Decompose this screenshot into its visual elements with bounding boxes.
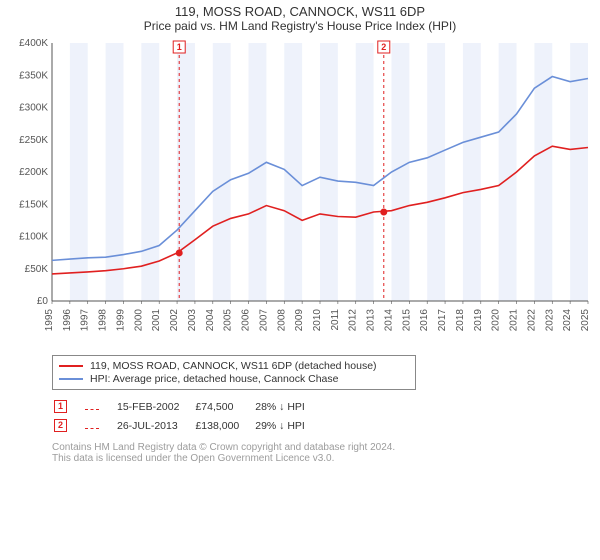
svg-text:2020: 2020 <box>491 309 502 332</box>
svg-text:2022: 2022 <box>526 309 537 332</box>
svg-text:£150K: £150K <box>19 199 48 210</box>
marker-dash-icon <box>85 409 99 410</box>
svg-text:2010: 2010 <box>312 309 323 332</box>
figure: 119, MOSS ROAD, CANNOCK, WS11 6DP Price … <box>0 0 600 560</box>
svg-text:£100K: £100K <box>19 232 48 243</box>
sale-delta: 29% ↓ HPI <box>255 417 319 434</box>
svg-text:2021: 2021 <box>509 309 520 332</box>
svg-text:£50K: £50K <box>25 264 49 275</box>
svg-text:2012: 2012 <box>348 309 359 332</box>
svg-text:2023: 2023 <box>544 309 555 332</box>
svg-text:2016: 2016 <box>419 309 430 332</box>
svg-text:1997: 1997 <box>80 309 91 332</box>
table-row: 1 15-FEB-2002 £74,500 28% ↓ HPI <box>54 398 319 415</box>
table-row: 2 26-JUL-2013 £138,000 29% ↓ HPI <box>54 417 319 434</box>
sale-date: 26-JUL-2013 <box>117 417 193 434</box>
svg-text:2011: 2011 <box>330 309 341 331</box>
legend-swatch <box>59 365 83 367</box>
svg-text:2008: 2008 <box>276 309 287 332</box>
svg-text:1996: 1996 <box>62 309 73 332</box>
chart-subtitle: Price paid vs. HM Land Registry's House … <box>4 19 596 33</box>
legend-label: HPI: Average price, detached house, Cann… <box>90 373 338 385</box>
svg-text:1998: 1998 <box>98 309 109 332</box>
svg-text:2019: 2019 <box>473 309 484 332</box>
svg-text:2007: 2007 <box>258 309 269 332</box>
legend-entry-property: 119, MOSS ROAD, CANNOCK, WS11 6DP (detac… <box>59 360 409 372</box>
svg-text:1: 1 <box>177 42 182 52</box>
marker-dash-icon <box>85 428 99 429</box>
sale-price: £138,000 <box>195 417 253 434</box>
svg-text:£0: £0 <box>37 296 49 307</box>
svg-text:2013: 2013 <box>366 309 377 332</box>
legend-entry-hpi: HPI: Average price, detached house, Cann… <box>59 373 409 385</box>
svg-text:2006: 2006 <box>241 309 252 332</box>
svg-text:2000: 2000 <box>133 309 144 332</box>
legend-label: 119, MOSS ROAD, CANNOCK, WS11 6DP (detac… <box>90 360 377 372</box>
svg-text:2: 2 <box>381 42 386 52</box>
footer: Contains HM Land Registry data © Crown c… <box>52 442 586 464</box>
svg-text:£300K: £300K <box>19 103 48 114</box>
svg-text:2024: 2024 <box>562 309 573 332</box>
legend: 119, MOSS ROAD, CANNOCK, WS11 6DP (detac… <box>52 355 416 390</box>
svg-text:2018: 2018 <box>455 309 466 332</box>
svg-text:2025: 2025 <box>580 309 591 332</box>
svg-text:2002: 2002 <box>169 309 180 332</box>
sale-date: 15-FEB-2002 <box>117 398 193 415</box>
svg-text:1995: 1995 <box>44 309 55 332</box>
svg-text:2003: 2003 <box>187 309 198 332</box>
footer-line: Contains HM Land Registry data © Crown c… <box>52 442 586 453</box>
sale-marker-icon: 1 <box>54 400 67 413</box>
chart-title: 119, MOSS ROAD, CANNOCK, WS11 6DP <box>4 4 596 19</box>
sale-marker-icon: 2 <box>54 419 67 432</box>
sale-price: £74,500 <box>195 398 253 415</box>
svg-text:2009: 2009 <box>294 309 305 332</box>
svg-text:2015: 2015 <box>401 309 412 332</box>
legend-swatch <box>59 378 83 380</box>
svg-text:2017: 2017 <box>437 309 448 332</box>
svg-text:2004: 2004 <box>205 309 216 332</box>
line-chart: £0 £50K £100K £150K £200K £250K £300K £350K £400… <box>4 33 596 353</box>
svg-text:1999: 1999 <box>115 309 126 332</box>
svg-text:£400K: £400K <box>19 38 48 49</box>
footer-line: This data is licensed under the Open Gov… <box>52 453 586 464</box>
svg-text:2014: 2014 <box>383 309 394 332</box>
svg-text:2005: 2005 <box>223 309 234 332</box>
svg-text:2001: 2001 <box>151 309 162 332</box>
svg-text:£350K: £350K <box>19 70 48 81</box>
sales-table: 1 15-FEB-2002 £74,500 28% ↓ HPI 2 26-JUL… <box>52 396 321 436</box>
svg-text:£200K: £200K <box>19 167 48 178</box>
svg-text:£250K: £250K <box>19 135 48 146</box>
sale-delta: 28% ↓ HPI <box>255 398 319 415</box>
